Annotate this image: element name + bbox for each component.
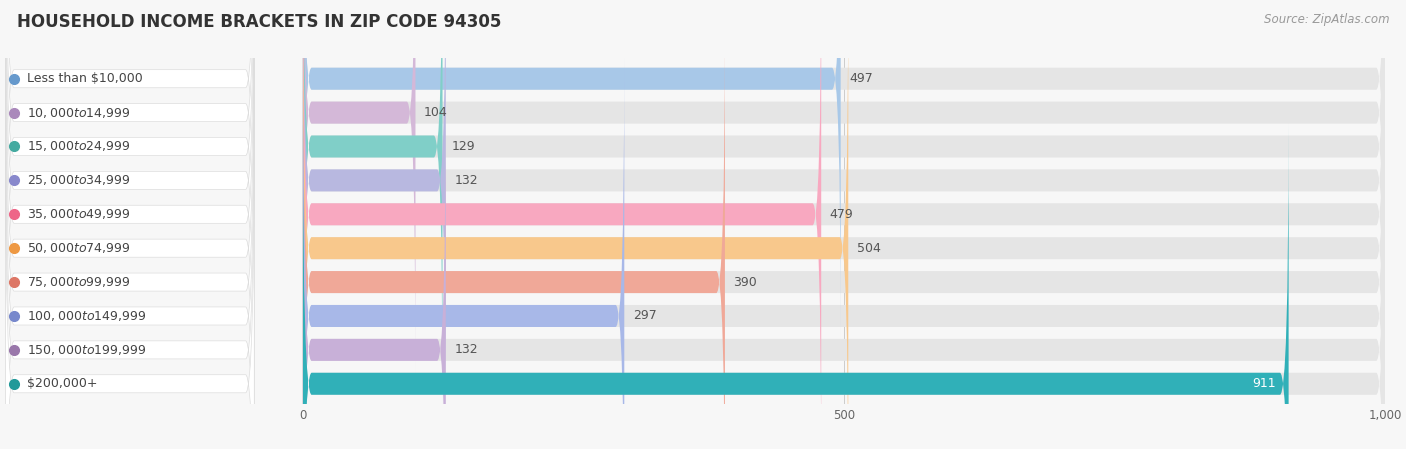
Text: Source: ZipAtlas.com: Source: ZipAtlas.com (1264, 13, 1389, 26)
Text: HOUSEHOLD INCOME BRACKETS IN ZIP CODE 94305: HOUSEHOLD INCOME BRACKETS IN ZIP CODE 94… (17, 13, 502, 31)
FancyBboxPatch shape (302, 56, 1385, 449)
FancyBboxPatch shape (6, 0, 254, 443)
Text: $150,000 to $199,999: $150,000 to $199,999 (27, 343, 146, 357)
FancyBboxPatch shape (302, 123, 1385, 449)
Text: 911: 911 (1251, 377, 1275, 390)
FancyBboxPatch shape (302, 22, 725, 449)
Text: $50,000 to $74,999: $50,000 to $74,999 (27, 241, 131, 255)
FancyBboxPatch shape (302, 0, 416, 373)
Text: $35,000 to $49,999: $35,000 to $49,999 (27, 207, 131, 221)
FancyBboxPatch shape (302, 0, 446, 440)
FancyBboxPatch shape (302, 90, 446, 449)
FancyBboxPatch shape (6, 0, 254, 449)
Text: 104: 104 (425, 106, 449, 119)
Text: 297: 297 (633, 309, 657, 322)
Text: $200,000+: $200,000+ (27, 377, 97, 390)
Text: 390: 390 (734, 276, 758, 289)
Text: Less than $10,000: Less than $10,000 (27, 72, 143, 85)
FancyBboxPatch shape (302, 0, 1385, 440)
FancyBboxPatch shape (302, 0, 821, 449)
FancyBboxPatch shape (302, 0, 1385, 339)
FancyBboxPatch shape (6, 0, 254, 375)
Text: 132: 132 (454, 174, 478, 187)
FancyBboxPatch shape (302, 0, 841, 339)
FancyBboxPatch shape (302, 0, 1385, 373)
FancyBboxPatch shape (302, 123, 1289, 449)
FancyBboxPatch shape (302, 0, 1385, 407)
Text: 504: 504 (856, 242, 880, 255)
FancyBboxPatch shape (6, 0, 254, 449)
Text: 132: 132 (454, 343, 478, 357)
Text: 497: 497 (849, 72, 873, 85)
FancyBboxPatch shape (6, 88, 254, 449)
Text: 129: 129 (451, 140, 475, 153)
FancyBboxPatch shape (302, 0, 848, 449)
FancyBboxPatch shape (6, 20, 254, 449)
Text: $100,000 to $149,999: $100,000 to $149,999 (27, 309, 146, 323)
Text: $75,000 to $99,999: $75,000 to $99,999 (27, 275, 131, 289)
FancyBboxPatch shape (302, 56, 624, 449)
FancyBboxPatch shape (302, 0, 443, 407)
Text: $15,000 to $24,999: $15,000 to $24,999 (27, 140, 131, 154)
Text: 479: 479 (830, 208, 853, 221)
FancyBboxPatch shape (302, 0, 1385, 449)
FancyBboxPatch shape (302, 22, 1385, 449)
FancyBboxPatch shape (302, 90, 1385, 449)
FancyBboxPatch shape (6, 0, 254, 341)
Text: $10,000 to $14,999: $10,000 to $14,999 (27, 106, 131, 119)
FancyBboxPatch shape (302, 0, 1385, 449)
FancyBboxPatch shape (6, 54, 254, 449)
FancyBboxPatch shape (6, 0, 254, 409)
FancyBboxPatch shape (6, 122, 254, 449)
Text: $25,000 to $34,999: $25,000 to $34,999 (27, 173, 131, 187)
